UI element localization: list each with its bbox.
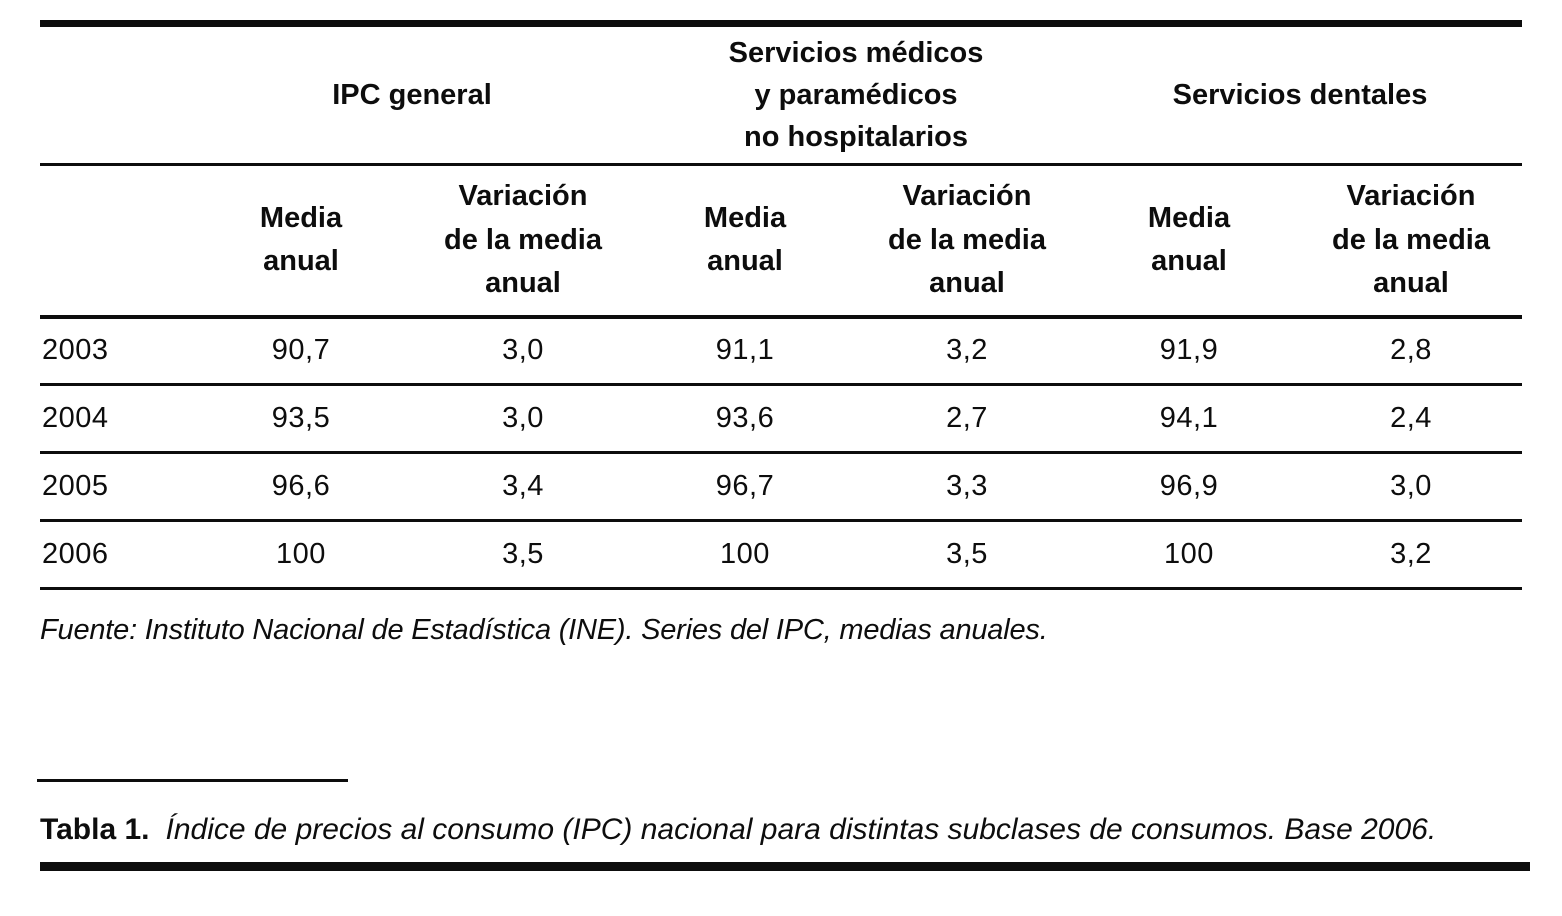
year-cell: 2003 <box>40 316 190 386</box>
value-cell: 3,0 <box>412 316 634 386</box>
value-cell: 94,1 <box>1078 384 1300 454</box>
sub-header-media-anual-1: Media anual <box>190 164 412 319</box>
table-row-2006: 2006 100 3,5 100 3,5 100 3,2 <box>40 520 1522 590</box>
value-cell: 100 <box>634 520 856 590</box>
value-cell: 3,0 <box>1300 452 1522 522</box>
table-caption-text: Índice de precios al consumo (IPC) nacio… <box>165 813 1437 846</box>
year-cell: 2006 <box>40 520 190 590</box>
value-cell: 90,7 <box>190 316 412 386</box>
value-cell: 96,6 <box>190 452 412 522</box>
table-sub-header-row: Media anual Variación de la media anual … <box>40 164 1522 319</box>
value-cell: 93,6 <box>634 384 856 454</box>
sub-header-variacion-1: Variación de la media anual <box>412 164 634 319</box>
group-header-servicios-medicos: Servicios médicos y paramédicos no hospi… <box>634 23 1078 166</box>
year-cell: 2004 <box>40 384 190 454</box>
value-cell: 91,1 <box>634 316 856 386</box>
sub-header-variacion-3: Variación de la media anual <box>1300 164 1522 319</box>
caption-separator-rule <box>37 779 348 782</box>
value-cell: 100 <box>1078 520 1300 590</box>
value-cell: 2,4 <box>1300 384 1522 454</box>
table-caption: Tabla 1. Índice de precios al consumo (IP… <box>40 812 1522 848</box>
source-note: Fuente: Instituto Nacional de Estadístic… <box>40 614 1048 646</box>
sub-header-media-anual-3: Media anual <box>1078 164 1300 319</box>
year-cell: 2005 <box>40 452 190 522</box>
value-cell: 3,4 <box>412 452 634 522</box>
group-header-servicios-dentales: Servicios dentales <box>1078 23 1522 166</box>
value-cell: 2,8 <box>1300 316 1522 386</box>
table-group-header-row: IPC general Servicios médicos y paramédi… <box>40 23 1522 166</box>
table-row-2005: 2005 96,6 3,4 96,7 3,3 96,9 3,0 <box>40 452 1522 522</box>
value-cell: 96,7 <box>634 452 856 522</box>
ipc-table: IPC general Servicios médicos y paramédi… <box>40 20 1522 590</box>
table-row-2004: 2004 93,5 3,0 93,6 2,7 94,1 2,4 <box>40 384 1522 454</box>
group-header-empty <box>40 23 190 166</box>
bottom-thick-rule <box>40 862 1530 871</box>
sub-header-empty <box>40 164 190 319</box>
value-cell: 3,2 <box>856 316 1078 386</box>
value-cell: 3,3 <box>856 452 1078 522</box>
value-cell: 96,9 <box>1078 452 1300 522</box>
sub-header-media-anual-2: Media anual <box>634 164 856 319</box>
value-cell: 3,0 <box>412 384 634 454</box>
table-caption-label: Tabla 1. <box>40 813 150 846</box>
group-header-ipc-general: IPC general <box>190 23 634 166</box>
table-row-2003: 2003 90,7 3,0 91,1 3,2 91,9 2,8 <box>40 316 1522 386</box>
sub-header-variacion-2: Variación de la media anual <box>856 164 1078 319</box>
value-cell: 2,7 <box>856 384 1078 454</box>
value-cell: 93,5 <box>190 384 412 454</box>
value-cell: 100 <box>190 520 412 590</box>
value-cell: 3,2 <box>1300 520 1522 590</box>
value-cell: 3,5 <box>412 520 634 590</box>
value-cell: 91,9 <box>1078 316 1300 386</box>
value-cell: 3,5 <box>856 520 1078 590</box>
